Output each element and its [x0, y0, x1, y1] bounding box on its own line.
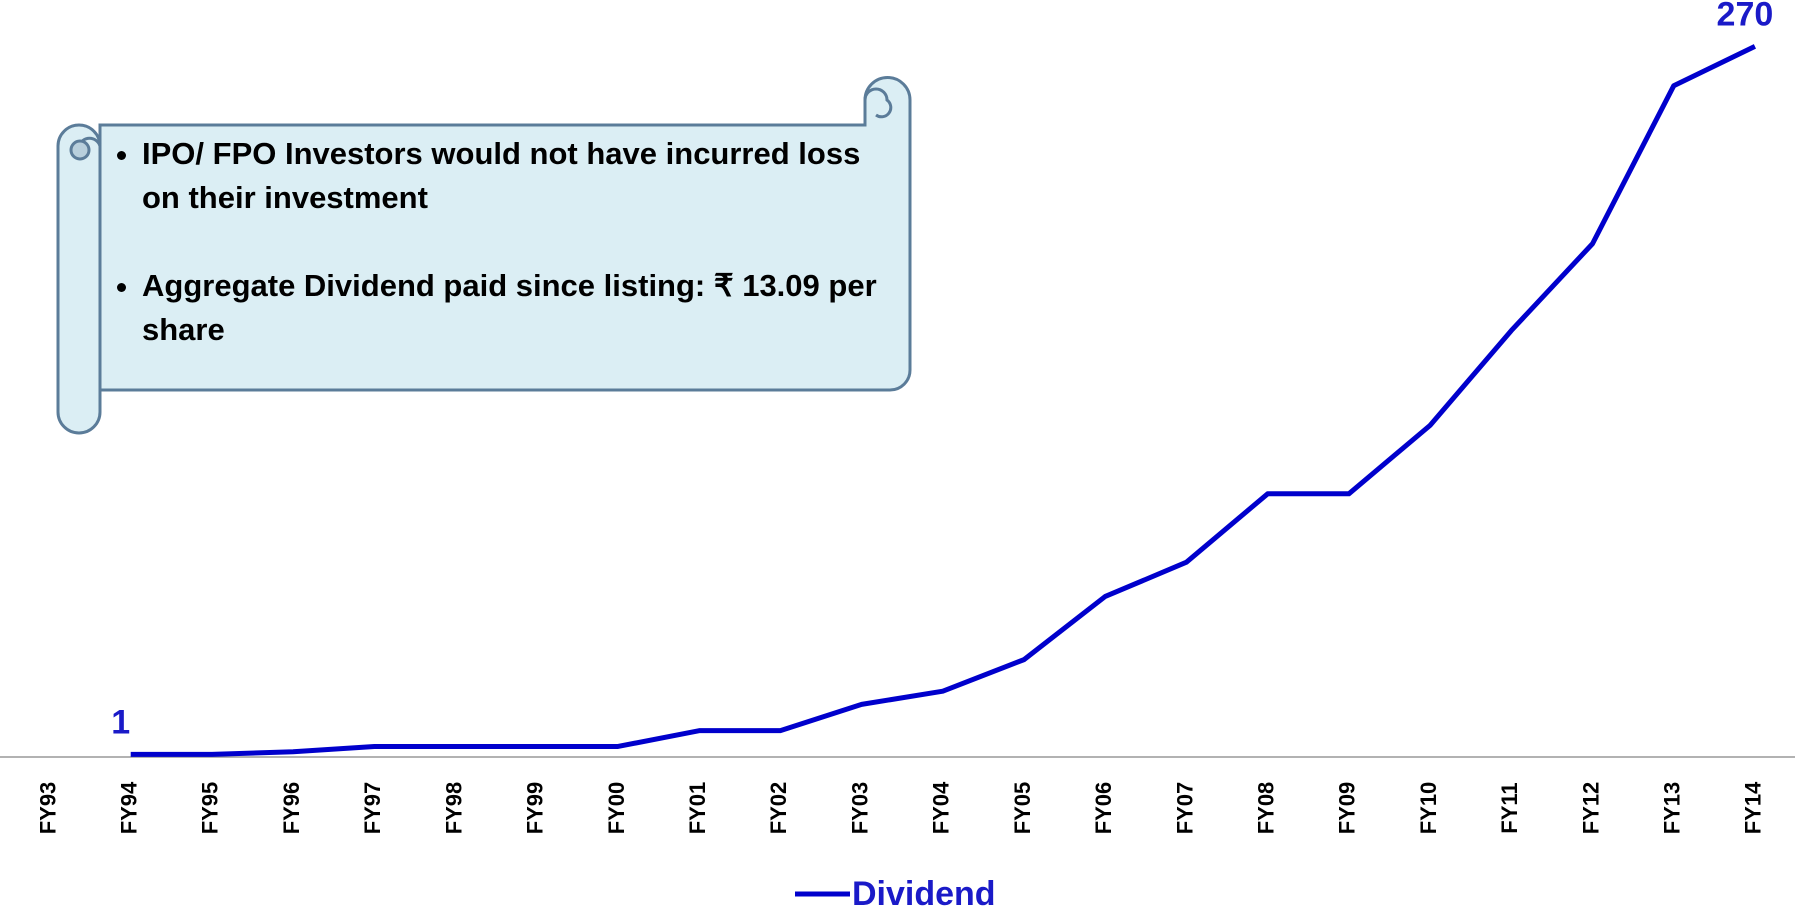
x-tick-label: FY97: [360, 782, 385, 835]
x-tick-label: FY96: [279, 782, 304, 835]
line: [130, 44, 1757, 757]
x-tick-label: FY11: [1497, 782, 1522, 833]
x-tick-label: FY94: [117, 781, 142, 834]
x-tick-label: FY07: [1172, 782, 1197, 835]
x-tick-label: FY93: [35, 782, 60, 835]
data-label: 1: [111, 703, 130, 741]
x-tick-label: FY03: [847, 782, 872, 835]
x-tick-label: FY12: [1578, 782, 1603, 835]
x-tick-label: FY06: [1091, 782, 1116, 835]
scroll: [56, 76, 912, 435]
annotation-item: IPO/ FPO Investors would not have incurr…: [142, 132, 902, 220]
x-tick-label: FY05: [1010, 782, 1035, 835]
x-tick-label: FY13: [1660, 782, 1685, 835]
x-tick-label: FY01: [685, 782, 710, 835]
x-tick-label: FY10: [1416, 782, 1441, 835]
legend-label: Dividend: [852, 875, 996, 913]
x-tick-label: FY02: [766, 782, 791, 835]
data-label: 270: [1717, 0, 1774, 33]
x-tick-label: FY09: [1335, 782, 1360, 835]
x-tick-label: FY00: [604, 782, 629, 835]
annotation-item: Aggregate Dividend paid since listing: ₹…: [142, 264, 902, 352]
x-tick-label: FY98: [441, 782, 466, 835]
x-tick-label: FY08: [1253, 782, 1278, 835]
x-tick-label: FY14: [1741, 781, 1766, 834]
x-tick-label: FY99: [523, 782, 548, 835]
x-tick-label: FY95: [198, 782, 223, 835]
x-tick-label: FY04: [929, 781, 954, 834]
annotation: IPO/ FPO Investors would not have incurr…: [112, 132, 902, 396]
